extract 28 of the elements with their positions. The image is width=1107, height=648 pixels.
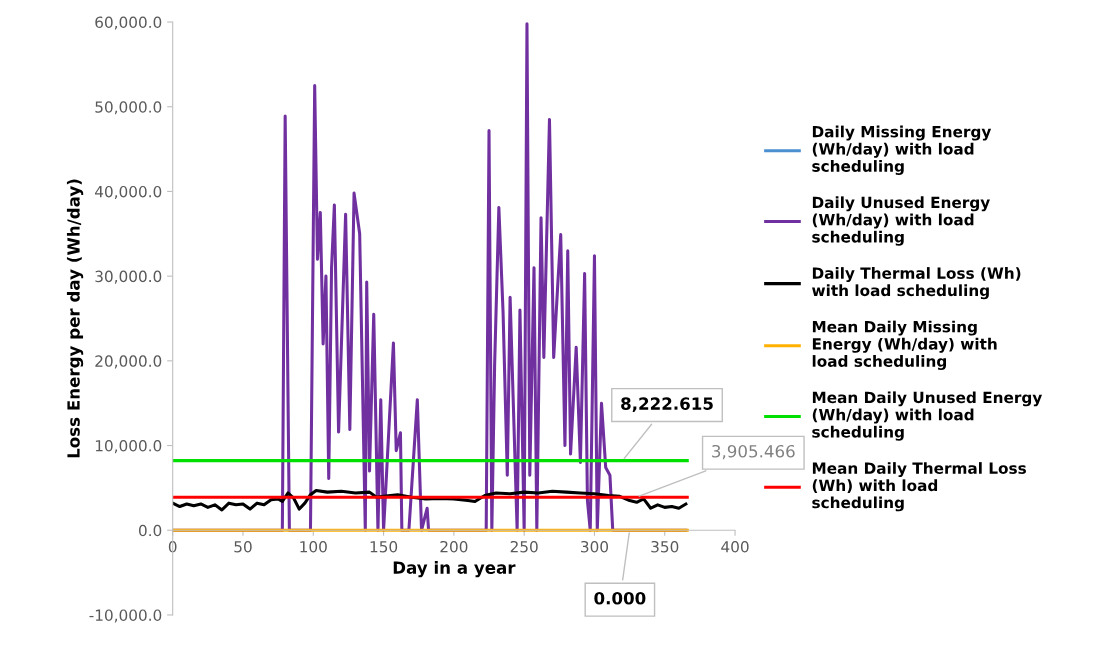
- x-tick-label: 350: [651, 540, 679, 553]
- y-tick-label: -10,000.0: [89, 609, 162, 623]
- y-tick-label: 40,000.0: [94, 185, 162, 200]
- x-tick-label: 200: [440, 540, 468, 553]
- x-tick-label: 0: [168, 540, 177, 553]
- x-tick-label: 400: [721, 540, 749, 553]
- x-tick-label: 150: [370, 540, 398, 553]
- x-tick-label: 300: [581, 540, 609, 553]
- x-tick-label: 50: [234, 540, 252, 553]
- legend-label: Daily Unused Energy (Wh/day) with load scheduling: [812, 196, 990, 246]
- x-axis-title: Day in a year: [393, 561, 516, 578]
- annotation: 0.000: [594, 591, 646, 605]
- legend-label: Daily Thermal Loss (Wh) with load scheduling: [812, 267, 1021, 300]
- annotation: 3,905.466: [712, 444, 795, 460]
- legend-label: Mean Daily Missing Energy (Wh/day) with load scheduling: [812, 320, 997, 370]
- y-tick-label: 10,000.0: [95, 440, 162, 454]
- legend-label: Mean Daily Thermal Loss (Wh) with load scheduling: [812, 462, 1026, 512]
- y-tick-label: 50,000.0: [95, 101, 162, 115]
- y-tick-label: 30,000.0: [95, 270, 162, 284]
- x-tick-label: 100: [300, 540, 327, 553]
- y-tick-label: 60,000.0: [95, 16, 162, 30]
- y-tick-label: 20,000.0: [95, 355, 162, 369]
- x-tick-label: 250: [510, 540, 538, 553]
- legend-label: Daily Missing Energy (Wh/day) with load scheduling: [812, 125, 992, 175]
- annotation: 8,222.615: [621, 397, 713, 413]
- y-axis-title: Loss Energy per day (Wh/day): [66, 179, 84, 458]
- y-tick-label: 0.0: [138, 524, 162, 537]
- legend-label: Mean Daily Unused Energy (Wh/day) with load scheduling: [812, 391, 1043, 441]
